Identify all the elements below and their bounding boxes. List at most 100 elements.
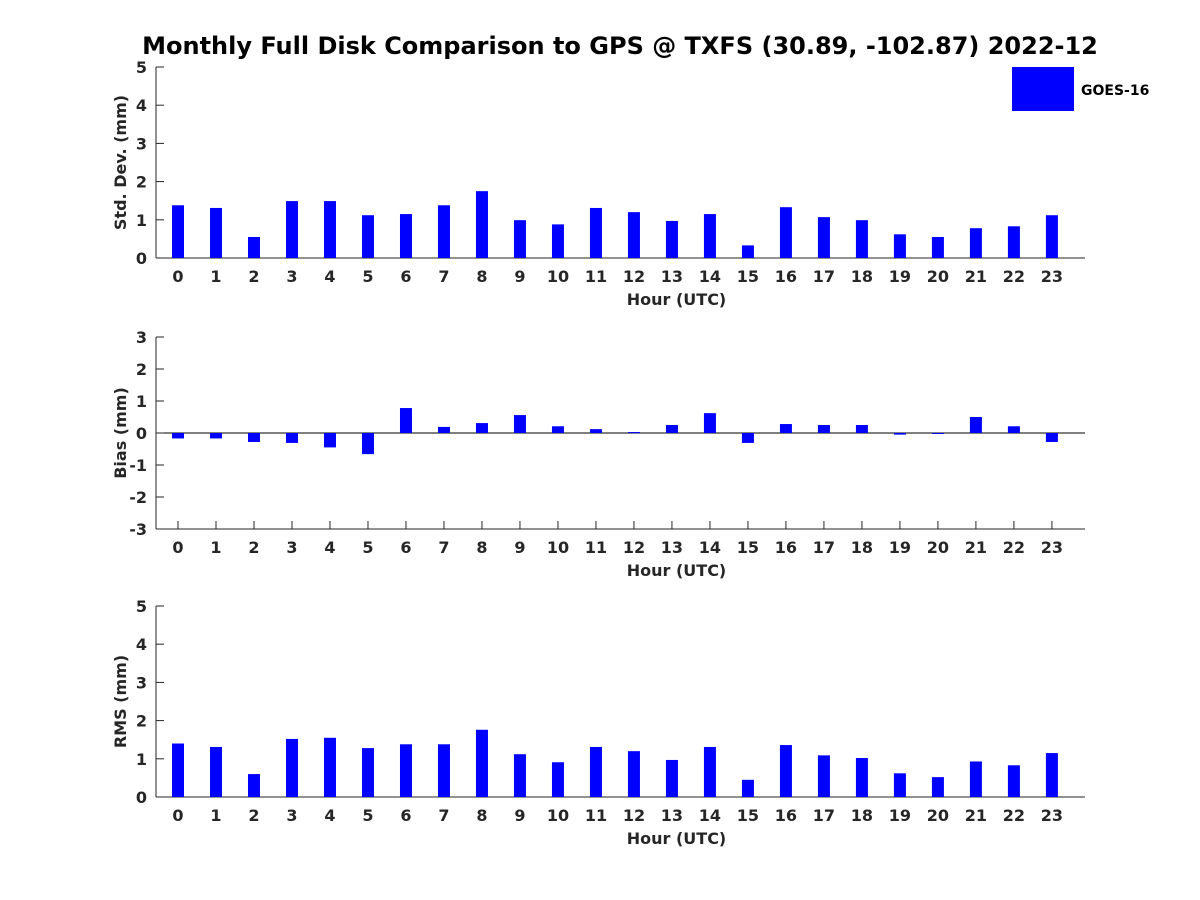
bar-hour-22 (1007, 226, 1020, 258)
x-tick-label: 9 (514, 806, 525, 825)
bar-hour-5 (361, 433, 374, 455)
y-tick-label: 4 (136, 96, 147, 115)
x-tick-label: 19 (889, 538, 911, 557)
bar-hour-0 (171, 743, 184, 797)
x-tick-label: 11 (585, 806, 607, 825)
x-tick-label: 4 (324, 806, 335, 825)
x-tick-label: 10 (547, 806, 569, 825)
bar-hour-19 (893, 773, 906, 797)
x-tick-label: 11 (585, 538, 607, 557)
x-tick-label: 20 (927, 267, 949, 286)
y-tick-label: 0 (136, 249, 147, 268)
bar-hour-3 (285, 738, 298, 797)
bar-hour-7 (437, 426, 450, 433)
x-tick-label: 22 (1003, 267, 1025, 286)
bar-hour-6 (399, 744, 412, 797)
x-tick-label: 9 (514, 267, 525, 286)
bar-hour-14 (703, 746, 716, 797)
y-tick-label: 5 (136, 597, 147, 616)
y-tick-label: 2 (136, 712, 147, 731)
bar-hour-18 (855, 220, 868, 258)
x-tick-label: 8 (476, 538, 487, 557)
bar-hour-4 (323, 201, 336, 258)
bar-hour-7 (437, 744, 450, 797)
bar-hour-0 (171, 205, 184, 258)
x-tick-label: 21 (965, 267, 987, 286)
x-tick-label: 12 (623, 267, 645, 286)
y-tick-label: 1 (136, 392, 147, 411)
x-tick-label: 5 (362, 538, 373, 557)
x-tick-label: 6 (400, 267, 411, 286)
x-tick-label: 21 (965, 538, 987, 557)
y-tick-label: 1 (136, 750, 147, 769)
bar-hour-5 (361, 748, 374, 797)
x-tick-label: 22 (1003, 806, 1025, 825)
legend-swatch (1012, 67, 1074, 111)
x-tick-label: 15 (737, 267, 759, 286)
y-tick-label: 0 (136, 424, 147, 443)
bar-hour-18 (855, 758, 868, 797)
x-tick-label: 0 (172, 267, 183, 286)
bar-hour-23 (1045, 433, 1058, 442)
bar-hour-13 (665, 759, 678, 797)
x-tick-label: 9 (514, 538, 525, 557)
bar-hour-20 (931, 433, 944, 434)
legend: GOES-16 (1012, 67, 1149, 111)
bar-hour-12 (627, 432, 640, 434)
y-axis-label: RMS (mm) (111, 655, 130, 748)
bar-hour-2 (247, 433, 260, 442)
chart-title: Monthly Full Disk Comparison to GPS @ TX… (142, 32, 1098, 60)
bar-hour-3 (285, 201, 298, 258)
bar-hour-15 (741, 245, 754, 258)
bar-hour-13 (665, 220, 678, 258)
x-tick-label: 23 (1041, 538, 1063, 557)
legend-label: GOES-16 (1081, 83, 1149, 99)
x-tick-label: 8 (476, 267, 487, 286)
bar-hour-6 (399, 214, 412, 258)
bar-hour-0 (171, 433, 184, 439)
x-tick-label: 1 (210, 267, 221, 286)
bar-hour-19 (893, 433, 906, 435)
y-tick-label: 2 (136, 360, 147, 379)
y-tick-label: -3 (129, 520, 147, 539)
x-tick-label: 14 (699, 538, 721, 557)
bar-hour-17 (817, 217, 830, 258)
x-tick-label: 20 (927, 806, 949, 825)
x-tick-label: 22 (1003, 538, 1025, 557)
x-tick-label: 19 (889, 806, 911, 825)
bar-hour-20 (931, 236, 944, 258)
x-tick-label: 6 (400, 806, 411, 825)
x-tick-label: 1 (210, 806, 221, 825)
x-tick-label: 3 (286, 538, 297, 557)
x-tick-label: 15 (737, 806, 759, 825)
x-tick-label: 17 (813, 267, 835, 286)
x-tick-label: 5 (362, 267, 373, 286)
bar-hour-1 (209, 746, 222, 797)
y-tick-label: 4 (136, 635, 147, 654)
x-tick-label: 8 (476, 806, 487, 825)
bar-hour-9 (513, 754, 526, 797)
x-tick-label: 12 (623, 806, 645, 825)
bar-hour-3 (285, 433, 298, 443)
bar-hour-19 (893, 234, 906, 258)
y-tick-label: 5 (136, 58, 147, 77)
x-tick-label: 13 (661, 538, 683, 557)
x-tick-label: 7 (438, 538, 449, 557)
x-tick-label: 7 (438, 806, 449, 825)
bar-hour-2 (247, 774, 260, 797)
bar-hour-12 (627, 212, 640, 258)
bar-hour-14 (703, 413, 716, 433)
x-tick-label: 13 (661, 806, 683, 825)
x-tick-label: 17 (813, 806, 835, 825)
bar-hour-10 (551, 762, 564, 797)
x-tick-label: 7 (438, 267, 449, 286)
bar-hour-8 (475, 423, 488, 433)
bar-hour-11 (589, 429, 602, 433)
x-tick-label: 10 (547, 538, 569, 557)
x-tick-label: 16 (775, 806, 797, 825)
bar-hour-12 (627, 751, 640, 797)
bar-hour-15 (741, 433, 754, 443)
x-tick-label: 4 (324, 538, 335, 557)
